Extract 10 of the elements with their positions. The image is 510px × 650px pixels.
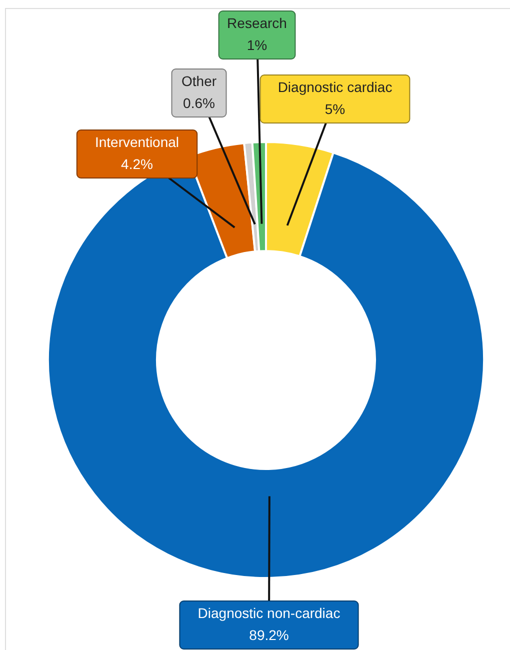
data-label: 89.2%: [249, 627, 289, 643]
data-label: 1%: [246, 37, 268, 53]
slice-label: Diagnostic non-cardiac: [198, 605, 340, 621]
slice-label: Research: [227, 15, 287, 31]
slice-label: Interventional: [94, 134, 180, 150]
data-label: 5%: [324, 101, 346, 117]
data-label: 0.6%: [183, 95, 215, 111]
slice-label: Diagnostic cardiac: [278, 79, 392, 95]
data-label: 4.2%: [121, 156, 153, 172]
slice-label: Other: [181, 73, 217, 89]
